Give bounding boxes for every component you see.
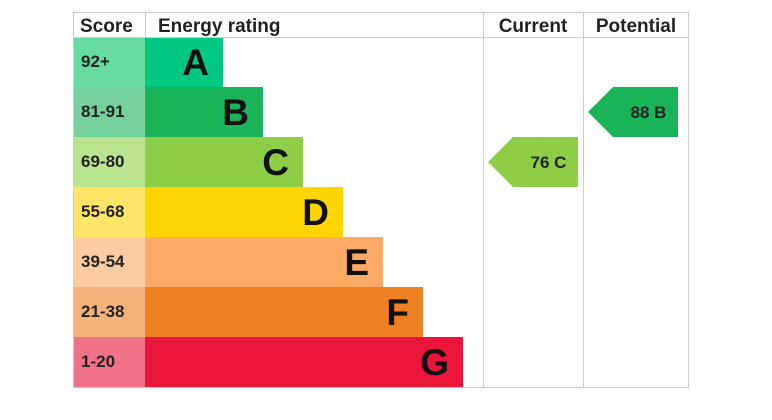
score-cell-b [73,87,145,137]
potential-arrow [588,87,678,137]
grid-lines [73,12,689,388]
score-range-f: 21-38 [81,302,124,321]
current-arrow [488,137,578,187]
band-bar-b [145,87,263,137]
score-range-g: 1-20 [81,352,115,371]
band-letter-d: D [302,192,329,233]
score-range-a: 92+ [81,52,110,71]
potential-rating-label: 88 B [631,103,667,122]
score-cell-c [73,137,145,187]
band-letter-f: F [386,292,409,333]
score-cell-a [73,37,145,87]
rating-arrows: 76 C 88 B [488,87,678,187]
band-letter-b: B [222,92,249,133]
band-bar-e [145,237,383,287]
current-rating-label: 76 C [531,153,567,172]
energy-rating-header: Energy rating [158,16,280,37]
band-letter-a: A [182,42,209,83]
score-range-d: 55-68 [81,202,124,221]
score-cell-d [73,187,145,237]
band-letter-c: C [262,142,289,183]
score-cell-f [73,287,145,337]
band-bar-g [145,337,463,387]
potential-header: Potential [596,16,676,37]
band-bar-c [145,137,303,187]
score-cell-g [73,337,145,387]
current-header: Current [499,16,568,37]
band-bar-d [145,187,343,237]
score-range-e: 39-54 [81,252,125,271]
score-range-c: 69-80 [81,152,124,171]
band-bar-a [145,37,223,87]
header-row [73,12,688,37]
band-letter-g: G [420,342,449,383]
band-bar-f [145,287,423,337]
score-range-b: 81-91 [81,102,124,121]
band-letter-e: E [344,242,369,283]
score-header: Score [80,16,133,37]
rating-bands: 92+ A 81-91 B 69-80 C 55-68 D 39-54 E 21-38 F 1-20 G [73,37,463,387]
score-cell-e [73,237,145,287]
outer-border [73,12,689,388]
